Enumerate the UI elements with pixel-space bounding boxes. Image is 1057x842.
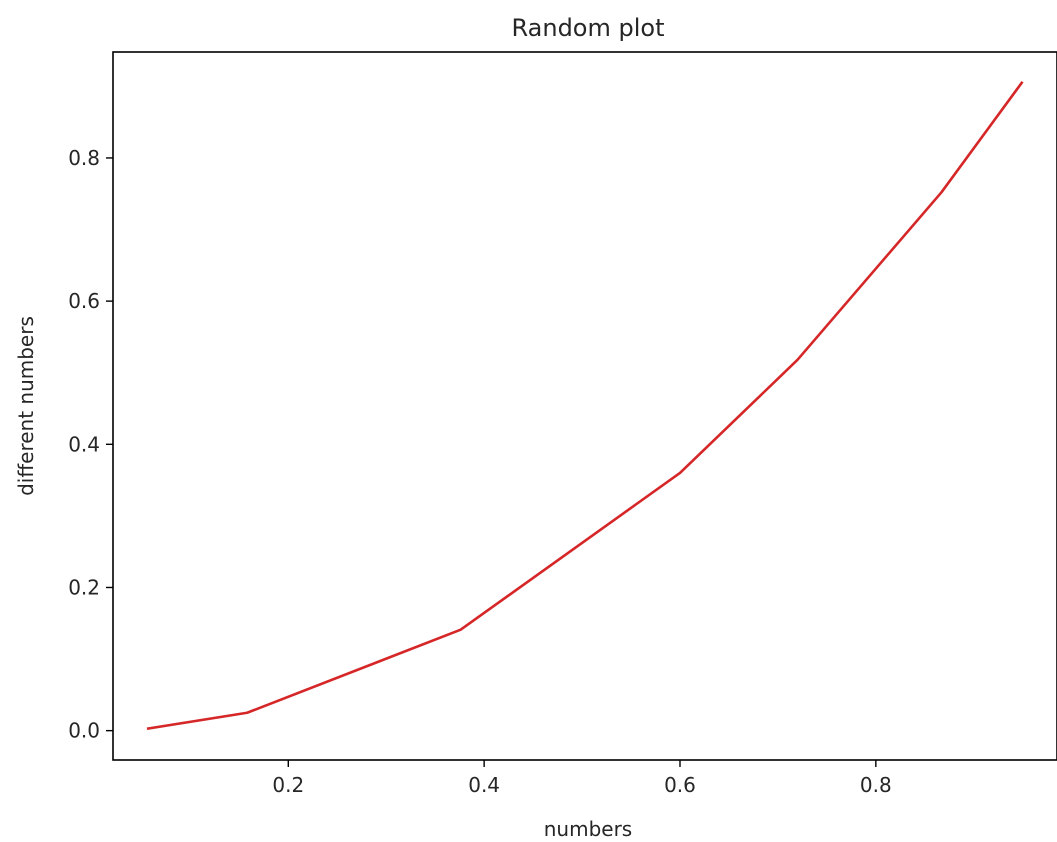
x-axis-label: numbers — [544, 817, 632, 841]
y-tick-label: 0.4 — [68, 432, 100, 456]
x-tick-label: 0.8 — [860, 773, 892, 797]
x-tick-label: 0.2 — [272, 773, 304, 797]
chart-title: Random plot — [512, 14, 665, 42]
x-tick-label: 0.4 — [468, 773, 500, 797]
y-axis: 0.0 0.2 0.4 0.6 0.8 — [68, 146, 113, 743]
series-line — [146, 80, 1024, 730]
y-axis-label: different numbers — [14, 316, 38, 496]
plot-area — [146, 80, 1024, 730]
y-tick-label: 0.0 — [68, 719, 100, 743]
x-axis: 0.2 0.4 0.6 0.8 — [272, 760, 892, 797]
plot-frame — [112, 51, 1057, 761]
y-tick-label: 0.2 — [68, 575, 100, 599]
y-tick-label: 0.6 — [68, 289, 100, 313]
y-tick-label: 0.8 — [68, 146, 100, 170]
x-tick-label: 0.6 — [664, 773, 696, 797]
